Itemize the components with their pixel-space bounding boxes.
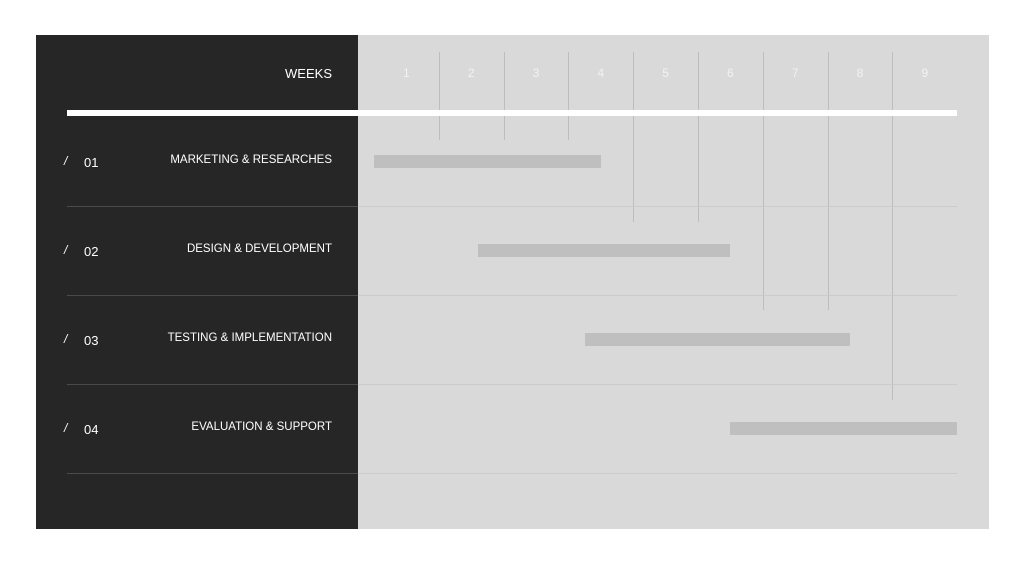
- week-gridline: [633, 52, 634, 222]
- week-gridline: [828, 52, 829, 310]
- row-slash: /: [64, 332, 68, 346]
- week-tick-label: 3: [532, 66, 540, 80]
- week-gridline: [892, 52, 893, 400]
- task-number: 04: [84, 422, 99, 437]
- task-label-panel: [36, 35, 358, 529]
- row-slash: /: [64, 243, 68, 257]
- task-number: 02: [84, 244, 99, 259]
- task-name: EVALUATION & SUPPORT: [191, 421, 332, 433]
- task-bar: [584, 333, 851, 346]
- task-name: MARKETING & RESEARCHES: [170, 154, 332, 166]
- week-gridline: [568, 52, 569, 140]
- week-gridline: [439, 52, 440, 140]
- week-tick-label: 9: [921, 66, 929, 80]
- week-tick-label: 4: [597, 66, 605, 80]
- week-gridline: [504, 52, 505, 140]
- timeline-panel: [358, 35, 989, 529]
- task-number: 01: [84, 155, 99, 170]
- row-slash: /: [64, 154, 68, 168]
- row-divider: [67, 384, 957, 385]
- week-tick-label: 7: [791, 66, 799, 80]
- task-name: DESIGN & DEVELOPMENT: [186, 243, 332, 255]
- week-tick-label: 8: [856, 66, 864, 80]
- row-slash: /: [64, 421, 68, 435]
- task-bar: [730, 422, 958, 435]
- task-bar: [477, 244, 731, 257]
- week-tick-label: 2: [467, 66, 475, 80]
- week-tick-label: 1: [403, 66, 410, 80]
- row-divider: [67, 473, 957, 474]
- week-gridline: [698, 52, 699, 222]
- weeks-header: WEEKS: [285, 66, 332, 81]
- week-gridline: [763, 52, 764, 310]
- row-divider: [67, 295, 957, 296]
- header-rule: [67, 110, 957, 116]
- week-tick-label: 6: [727, 66, 734, 80]
- task-bar: [374, 155, 601, 168]
- row-divider: [67, 206, 957, 207]
- week-tick-label: 5: [662, 66, 669, 80]
- task-name: TESTING & IMPLEMENTATION: [167, 332, 332, 344]
- task-number: 03: [84, 333, 99, 348]
